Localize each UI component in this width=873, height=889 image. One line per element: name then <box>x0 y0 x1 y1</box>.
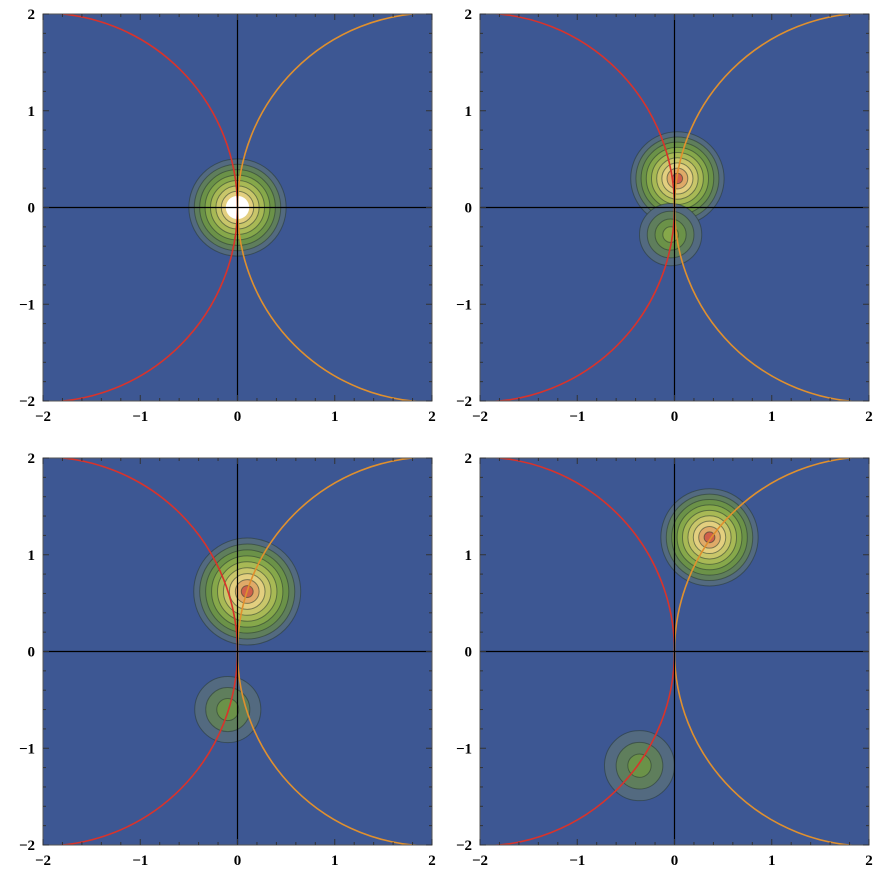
x-tick-label: 0 <box>234 853 242 869</box>
y-tick-label: 2 <box>28 7 36 23</box>
plot-area <box>480 14 869 401</box>
y-tick-label: −2 <box>456 394 472 410</box>
plot-area <box>480 458 869 845</box>
x-tick-label: −2 <box>35 853 51 869</box>
y-tick-label: −2 <box>19 838 35 854</box>
x-tick-label: −1 <box>132 409 148 425</box>
x-tick-label: −2 <box>472 853 488 869</box>
y-tick-label: −1 <box>19 741 35 757</box>
y-tick-label: 1 <box>28 104 36 120</box>
ticks <box>479 13 870 402</box>
y-tick-label: 0 <box>28 645 36 661</box>
x-tick-label: 0 <box>671 853 679 869</box>
x-tick-label: −2 <box>472 409 488 425</box>
contour-blob <box>194 675 262 744</box>
x-tick-label: 2 <box>865 853 873 869</box>
x-tick-label: −2 <box>35 409 51 425</box>
y-tick-label: 2 <box>28 451 36 467</box>
y-tick-label: −2 <box>19 394 35 410</box>
y-tick-label: 1 <box>28 548 36 564</box>
panel-top-left: −2 −1 0 1 2 −2 −1 0 1 2 <box>19 7 436 425</box>
y-tick-label: 1 <box>465 104 473 120</box>
y-tick-label: −1 <box>456 741 472 757</box>
x-tick-label: 0 <box>234 409 242 425</box>
x-tick-label: 1 <box>331 853 339 869</box>
x-tick-label: 2 <box>428 409 436 425</box>
x-tick-label: 2 <box>865 409 873 425</box>
x-tick-label: 1 <box>768 853 776 869</box>
ticks <box>42 457 433 846</box>
x-tick-label: 1 <box>768 409 776 425</box>
plot-area <box>43 14 432 401</box>
y-tick-label: 0 <box>465 645 473 661</box>
x-tick-label: −1 <box>569 853 585 869</box>
ticks <box>42 13 433 402</box>
panel-bottom-right: −2 −1 0 1 2 −2 −1 0 1 2 <box>456 451 873 869</box>
y-tick-label: −1 <box>456 297 472 313</box>
contour-blob <box>660 488 759 587</box>
x-tick-label: −1 <box>132 853 148 869</box>
plot-area <box>43 458 432 845</box>
x-tick-label: −1 <box>569 409 585 425</box>
x-tick-label: 1 <box>331 409 339 425</box>
contour-blob <box>603 730 675 802</box>
y-tick-label: 0 <box>465 201 473 217</box>
contour-blob <box>638 202 703 267</box>
ticks <box>479 457 870 846</box>
x-tick-label: 0 <box>671 409 679 425</box>
y-tick-label: 2 <box>465 451 473 467</box>
panel-bottom-left: −2 −1 0 1 2 −2 −1 0 1 2 <box>19 451 436 869</box>
panel-top-right: −2 −1 0 1 2 −2 −1 0 1 2 <box>456 7 873 425</box>
x-tick-label: 2 <box>428 853 436 869</box>
contour-level <box>216 698 240 722</box>
y-tick-label: −1 <box>19 297 35 313</box>
y-tick-label: 2 <box>465 7 473 23</box>
y-tick-label: −2 <box>456 838 472 854</box>
contour-level <box>703 531 716 544</box>
y-tick-label: 1 <box>465 548 473 564</box>
y-tick-label: 0 <box>28 201 36 217</box>
